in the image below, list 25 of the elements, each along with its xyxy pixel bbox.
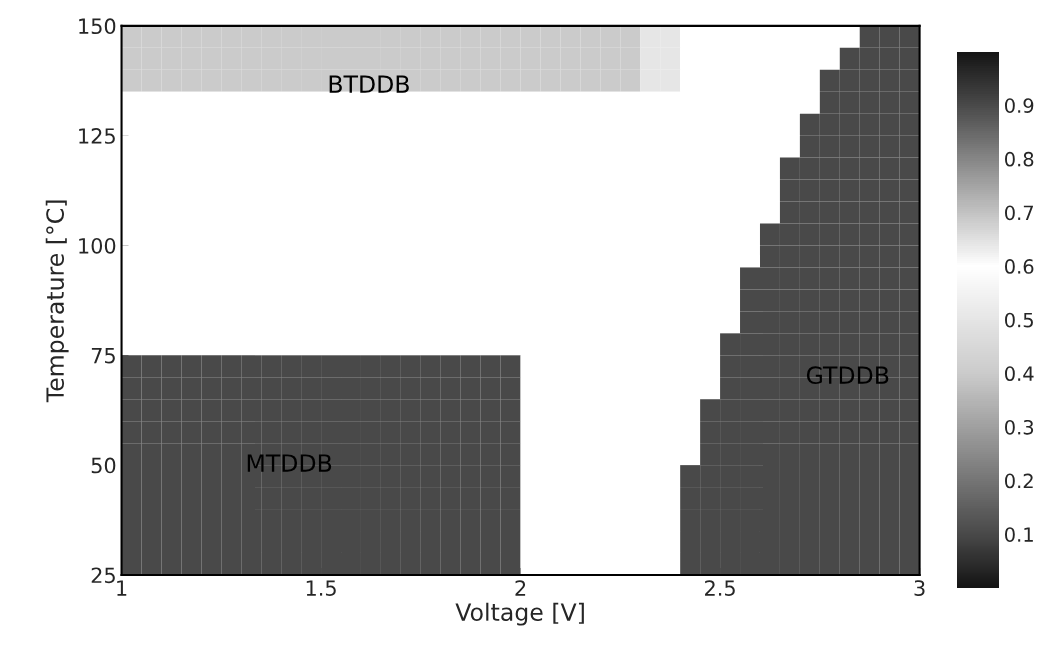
annotation: BTDDB [329, 75, 409, 93]
color-bar-label: 0.4 [1005, 366, 1034, 382]
color-bar-label: 0.8 [1005, 151, 1034, 167]
y-tick-label: 25 [91, 567, 115, 584]
color-bar-label: 0.6 [1005, 259, 1034, 274]
color-bar-label: 0.2 [1005, 473, 1033, 489]
y-tick-label: 100 [79, 237, 116, 254]
x-tick-label: 1.5 [306, 580, 336, 596]
x-tick-label: 3 [914, 580, 925, 596]
color-bar-label: 0.3 [1005, 419, 1034, 435]
y-tick-label: 125 [79, 128, 115, 144]
annotation: MTDDB [247, 454, 332, 472]
y-axis-title: Temperature [°C] [45, 200, 69, 403]
color-bar-label: 0.7 [1005, 205, 1033, 221]
x-tick-label: 2.5 [705, 580, 735, 596]
color-bar-label: 0.9 [1005, 98, 1034, 113]
color-bar-label: 0.1 [1005, 527, 1033, 542]
x-tick-label: 1 [117, 580, 127, 596]
y-tick-label: 75 [91, 348, 115, 364]
annotation: GTDDB [806, 366, 889, 385]
color-bar-label: 0.5 [1005, 312, 1033, 328]
x-tick-label: 2 [515, 580, 526, 596]
y-tick-label: 50 [91, 457, 116, 474]
x-axis-title: Voltage [V] [455, 602, 584, 626]
y-tick-label: 150 [79, 18, 116, 35]
